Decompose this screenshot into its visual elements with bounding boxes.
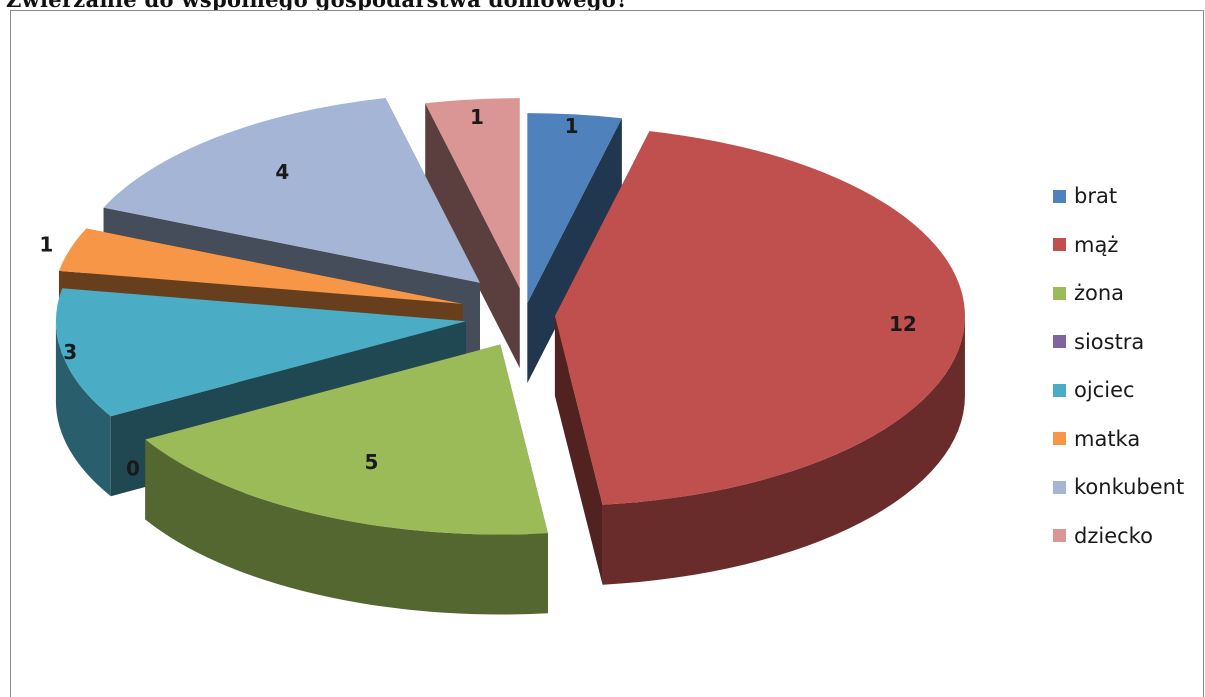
legend-item-żona: żona bbox=[1053, 269, 1184, 318]
pie-slice-wall bbox=[425, 103, 520, 369]
data-label-matka: 1 bbox=[39, 233, 53, 257]
pie-slice-top bbox=[527, 113, 622, 304]
legend-label: ojciec bbox=[1074, 378, 1135, 403]
chart-legend: brat mąż żona siostra ojciec matka konkubent dz… bbox=[1053, 172, 1184, 560]
pie-slice-top bbox=[145, 344, 548, 535]
pie-slice-top bbox=[425, 98, 520, 289]
data-label-mąż: 12 bbox=[889, 312, 917, 336]
pie-slice-top bbox=[58, 228, 463, 304]
legend-item-dziecko: dziecko bbox=[1053, 512, 1184, 561]
pie-slice-brat bbox=[527, 113, 622, 384]
pie-slice-mąż bbox=[554, 131, 965, 585]
legend-swatch bbox=[1053, 432, 1066, 446]
pie-slice-top bbox=[55, 288, 466, 417]
legend-item-mąż: mąż bbox=[1053, 221, 1184, 270]
legend-swatch bbox=[1053, 286, 1066, 300]
data-label-dziecko: 1 bbox=[470, 105, 484, 129]
pie-slice-top bbox=[103, 97, 481, 283]
legend-label: siostra bbox=[1074, 329, 1145, 354]
pie-slice-wall bbox=[527, 118, 622, 384]
pie-data-labels: 1 12 5 0 3 1 4 1 bbox=[39, 105, 916, 481]
legend-swatch bbox=[1053, 480, 1066, 494]
legend-swatch bbox=[1053, 529, 1066, 543]
page-heading: Zwierzanie do wspólnego gospodarstwa dom… bbox=[6, 0, 629, 12]
data-label-ojciec: 3 bbox=[63, 340, 77, 364]
legend-item-konkubent: konkubent bbox=[1053, 463, 1184, 512]
legend-label: dziecko bbox=[1074, 523, 1153, 548]
legend-label: matka bbox=[1074, 426, 1141, 451]
legend-label: mąż bbox=[1074, 232, 1119, 257]
data-label-konkubent: 4 bbox=[275, 160, 289, 184]
legend-label: brat bbox=[1074, 184, 1118, 209]
pie-slice-wall bbox=[554, 316, 603, 585]
data-label-brat: 1 bbox=[565, 114, 579, 138]
legend-swatch bbox=[1053, 238, 1066, 252]
legend-swatch bbox=[1053, 335, 1066, 349]
legend-item-matka: matka bbox=[1053, 415, 1184, 464]
pie-slice-top bbox=[554, 131, 965, 505]
legend-swatch bbox=[1053, 383, 1066, 397]
pie-slice-side bbox=[55, 321, 111, 497]
pie-slices bbox=[55, 97, 965, 615]
pie-slice-dziecko bbox=[425, 98, 520, 369]
legend-label: konkubent bbox=[1074, 475, 1185, 500]
pie-slice-side bbox=[602, 316, 965, 585]
legend-item-brat: brat bbox=[1053, 172, 1184, 221]
pie-slice-side bbox=[145, 439, 548, 615]
legend-item-siostra: siostra bbox=[1053, 318, 1184, 367]
data-label-żona: 5 bbox=[365, 450, 379, 474]
legend-item-ojciec: ojciec bbox=[1053, 366, 1184, 415]
legend-swatch bbox=[1053, 189, 1066, 203]
legend-label: żona bbox=[1074, 281, 1125, 306]
data-label-siostra: 0 bbox=[126, 457, 140, 481]
pie-slice-żona bbox=[145, 344, 548, 615]
